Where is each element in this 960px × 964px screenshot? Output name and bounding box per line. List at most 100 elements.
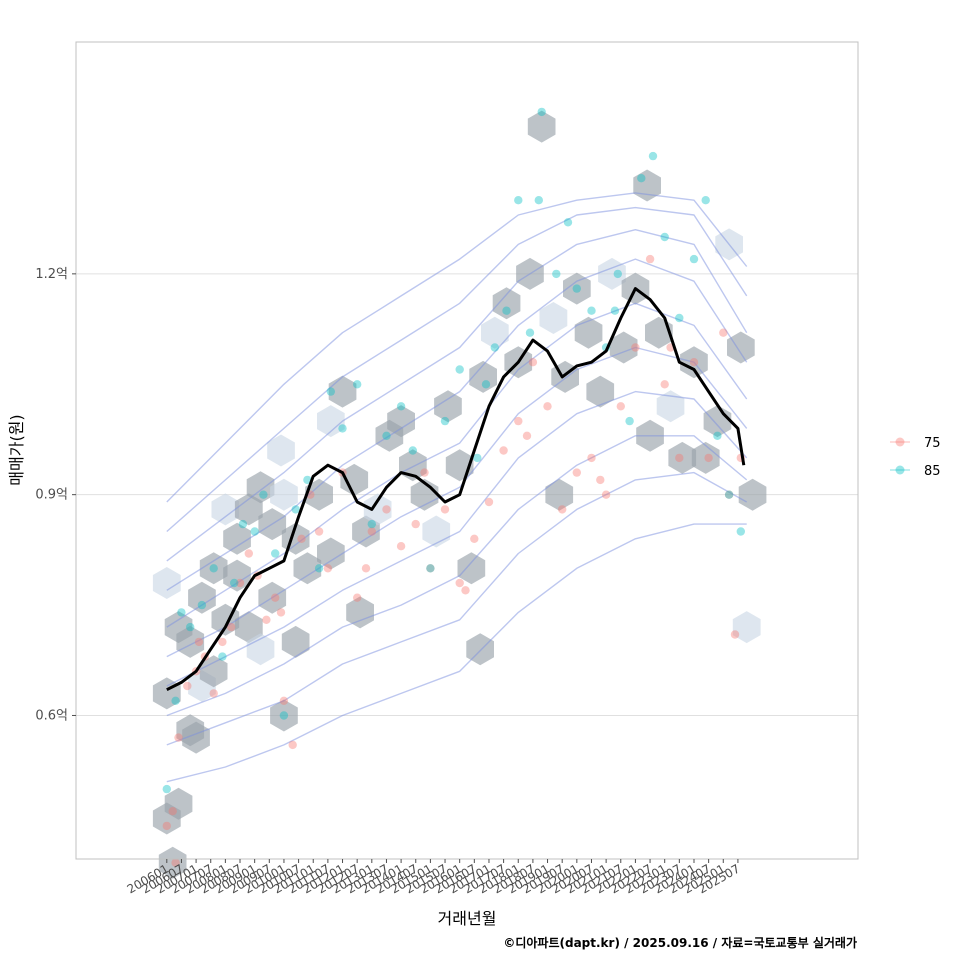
hex-bin bbox=[574, 316, 603, 349]
hex-bin bbox=[199, 552, 228, 585]
point-75 bbox=[244, 549, 253, 558]
point-85 bbox=[587, 306, 596, 315]
density-contour bbox=[166, 390, 748, 687]
hex-bin bbox=[563, 272, 591, 305]
point-75 bbox=[543, 402, 552, 411]
hex-bin bbox=[352, 515, 380, 548]
point-75 bbox=[616, 402, 625, 411]
point-75 bbox=[601, 490, 611, 499]
hex-bin bbox=[270, 699, 298, 732]
point-85 bbox=[291, 505, 300, 514]
point-85 bbox=[537, 107, 546, 117]
hex-bin bbox=[152, 567, 181, 599]
point-85 bbox=[724, 490, 734, 499]
point-75 bbox=[382, 505, 391, 514]
point-75 bbox=[209, 689, 218, 698]
point-85 bbox=[314, 564, 324, 573]
hex-bin bbox=[387, 405, 415, 438]
point-75 bbox=[271, 593, 280, 602]
hex-bin bbox=[164, 787, 193, 820]
point-75 bbox=[645, 254, 655, 264]
hex-bin bbox=[305, 478, 333, 511]
median-price-line bbox=[166, 287, 746, 692]
point-85 bbox=[455, 365, 464, 374]
hex-bin bbox=[668, 441, 697, 474]
point-75 bbox=[587, 453, 596, 463]
hex-bin bbox=[293, 552, 322, 585]
panel-border bbox=[75, 41, 859, 860]
point-75 bbox=[367, 527, 376, 536]
hex-bin bbox=[738, 478, 767, 511]
point-75 bbox=[194, 637, 204, 647]
hex-bin bbox=[281, 625, 310, 658]
point-75 bbox=[675, 453, 684, 463]
hex-bin bbox=[527, 110, 556, 143]
hex-bin bbox=[234, 493, 263, 526]
density-contour bbox=[166, 206, 748, 533]
point-85 bbox=[408, 446, 417, 455]
point-75 bbox=[235, 578, 245, 588]
point-75 bbox=[499, 446, 508, 455]
point-85 bbox=[171, 696, 180, 705]
point-85 bbox=[481, 380, 491, 389]
hex-bin bbox=[176, 625, 205, 658]
density-contour bbox=[166, 229, 748, 562]
point-85 bbox=[572, 284, 581, 293]
point-85 bbox=[660, 232, 669, 242]
legend-label-75: 75 bbox=[924, 436, 941, 451]
point-85 bbox=[713, 431, 722, 440]
point-75 bbox=[227, 622, 236, 632]
point-85 bbox=[426, 564, 435, 573]
hex-bin bbox=[182, 721, 210, 754]
hex-bin bbox=[586, 375, 615, 408]
point-85 bbox=[525, 328, 535, 337]
hex-bin bbox=[492, 287, 521, 320]
y-axis-title: 매매가(원) bbox=[7, 414, 26, 485]
point-85 bbox=[162, 784, 171, 794]
point-75 bbox=[297, 534, 306, 543]
point-85 bbox=[279, 711, 289, 720]
hex-bin bbox=[199, 655, 228, 688]
hex-bin bbox=[188, 581, 216, 614]
hex-bin bbox=[732, 611, 761, 644]
line-layer bbox=[166, 287, 746, 692]
point-75 bbox=[361, 564, 371, 573]
point-85 bbox=[473, 453, 482, 463]
hex-bin bbox=[363, 493, 392, 526]
hex-bin bbox=[317, 405, 345, 438]
point-75 bbox=[396, 542, 406, 551]
hex-bin bbox=[340, 463, 369, 496]
point-75 bbox=[461, 586, 470, 595]
point-75 bbox=[162, 821, 171, 831]
point-75 bbox=[411, 519, 420, 529]
point-75 bbox=[522, 431, 532, 440]
point-75 bbox=[323, 564, 333, 573]
legend: 75 85 bbox=[890, 436, 941, 479]
contour-layer bbox=[166, 192, 748, 783]
hex-bin bbox=[727, 331, 755, 364]
point-85 bbox=[637, 174, 646, 183]
point-85 bbox=[675, 313, 684, 323]
point-75 bbox=[719, 328, 728, 337]
hex-bin bbox=[223, 522, 251, 555]
point-layer bbox=[162, 107, 745, 867]
point-85 bbox=[534, 196, 543, 205]
hex-bin bbox=[691, 441, 720, 474]
point-75 bbox=[174, 733, 183, 742]
density-contour bbox=[166, 192, 748, 503]
point-75 bbox=[183, 681, 192, 691]
hex-bin bbox=[317, 537, 345, 570]
hex-bin bbox=[457, 552, 486, 585]
point-85 bbox=[610, 306, 620, 315]
point-85 bbox=[338, 424, 347, 433]
point-75 bbox=[484, 497, 494, 507]
y-tick-label: 0.6억 bbox=[35, 708, 68, 723]
point-85 bbox=[701, 196, 710, 205]
legend-label-85: 85 bbox=[924, 464, 941, 479]
point-75 bbox=[353, 593, 362, 602]
point-85 bbox=[238, 519, 248, 529]
point-75 bbox=[262, 615, 271, 624]
legend-key-85 bbox=[895, 465, 905, 475]
x-axis-ticks: 2006012006072007012007072008012008072009… bbox=[125, 859, 742, 897]
